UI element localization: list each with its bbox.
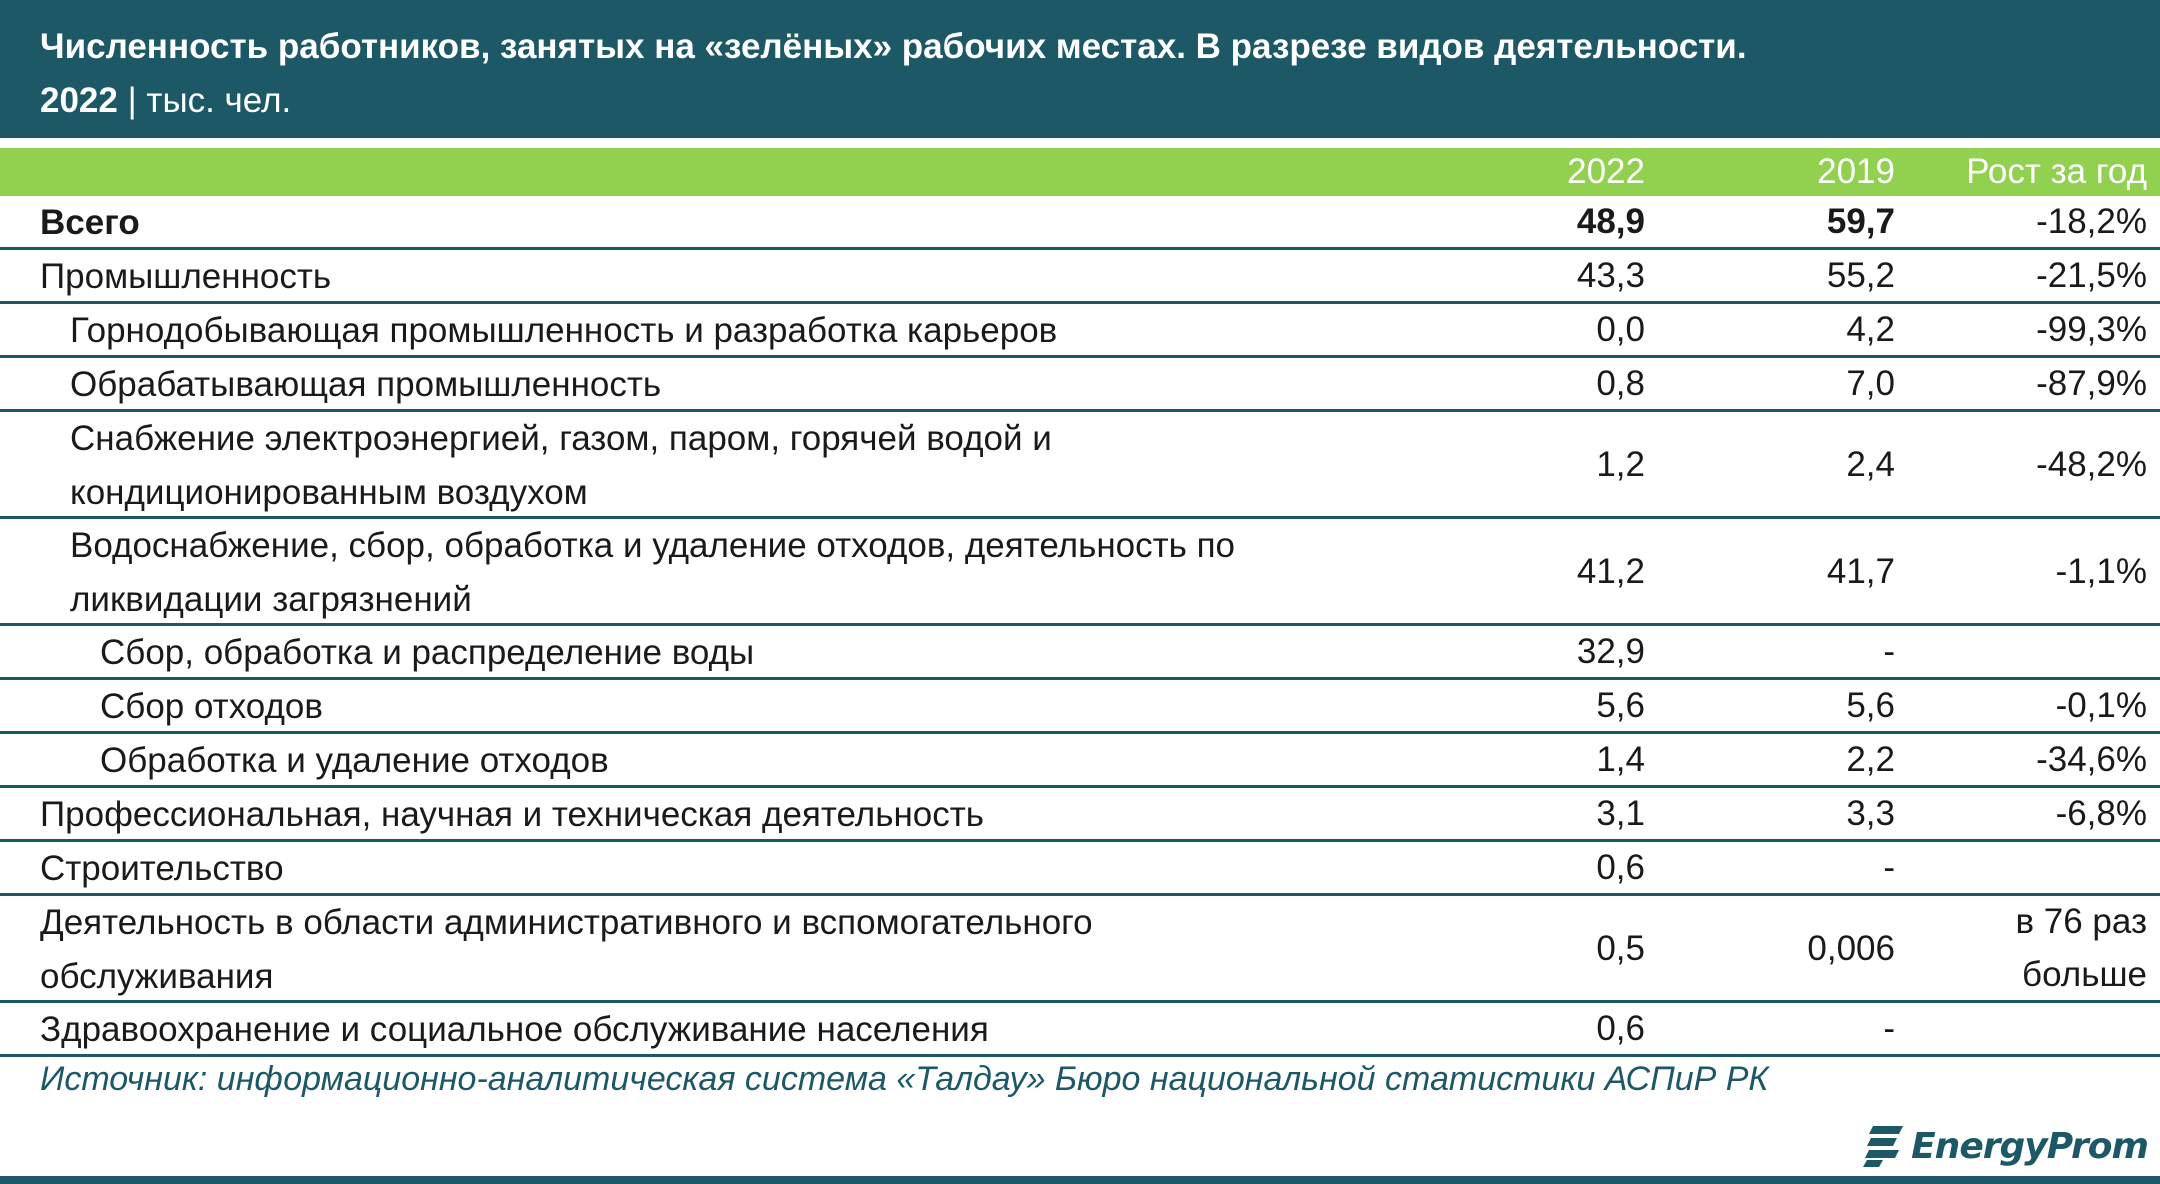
row-label: Профессиональная, научная и техническая … bbox=[40, 795, 985, 834]
energyprom-logo-icon bbox=[1863, 1126, 1904, 1167]
cell-2019: 0,006 bbox=[1807, 928, 1895, 968]
cell-growth: -21,5% bbox=[2036, 256, 2147, 295]
cell-2022: 32,9 bbox=[1576, 632, 1645, 671]
cell-2019: 5,6 bbox=[1846, 686, 1895, 725]
row-label: Обрабатывающая промышленность bbox=[70, 365, 662, 404]
cell-2019: - bbox=[1883, 848, 1895, 887]
title-unit: | тыс. чел. bbox=[117, 81, 292, 120]
table-subtitle: 2022 | тыс. чел. bbox=[40, 74, 2160, 128]
cell-growth: -87,9% bbox=[2036, 364, 2147, 403]
cell-2019: - bbox=[1883, 632, 1895, 671]
row-label: Сбор, обработка и распределение воды bbox=[100, 633, 755, 672]
cell-growth: -34,6% bbox=[2036, 740, 2147, 779]
cell-2019: 3,3 bbox=[1846, 794, 1895, 833]
cell-growth: -6,8% bbox=[2055, 794, 2147, 833]
table-row: Горнодобывающая промышленность и разрабо… bbox=[0, 304, 2160, 358]
cell-2019: 55,2 bbox=[1826, 256, 1895, 295]
table-row: Деятельность в области административного… bbox=[0, 896, 2160, 1003]
cell-growth: в 76 раз больше bbox=[2015, 902, 2147, 994]
table-row: Водоснабжение, сбор, обработка и удалени… bbox=[0, 519, 2160, 626]
row-label: Снабжение электроэнергией, газом, паром,… bbox=[70, 419, 1052, 512]
column-header-growth: Рост за год bbox=[1966, 152, 2147, 191]
cell-2022: 0,0 bbox=[1596, 310, 1645, 349]
cell-2022: 41,2 bbox=[1576, 551, 1645, 591]
cell-2019: 41,7 bbox=[1826, 551, 1895, 591]
column-header-2022: 2022 bbox=[1567, 152, 1645, 191]
table-row: Обрабатывающая промышленность 0,8 7,0 -8… bbox=[0, 358, 2160, 412]
table-title: Численность работников, занятых на «зелё… bbox=[40, 27, 1747, 66]
cell-2019: 2,2 bbox=[1846, 740, 1895, 779]
row-label: Сбор отходов bbox=[100, 687, 323, 726]
cell-growth: -0,1% bbox=[2055, 686, 2147, 725]
source-note: Источник: информационно-аналитическая си… bbox=[40, 1060, 1769, 1098]
cell-2019: - bbox=[1883, 1009, 1895, 1048]
table-row: Промышленность 43,3 55,2 -21,5% bbox=[0, 250, 2160, 304]
column-header-2019: 2019 bbox=[1817, 152, 1895, 191]
cell-2022: 0,5 bbox=[1596, 928, 1645, 968]
cell-growth bbox=[1900, 626, 2147, 677]
energyprom-logo: EnergyProm bbox=[1863, 1118, 2149, 1174]
row-label: Деятельность в области административного… bbox=[40, 903, 1093, 996]
table-row: Сбор, обработка и распределение воды 32,… bbox=[0, 626, 2160, 680]
cell-2022: 1,4 bbox=[1596, 740, 1645, 779]
row-label: Строительство bbox=[40, 849, 284, 888]
cell-2019: 7,0 bbox=[1846, 364, 1895, 403]
row-label: Здравоохранение и социальное обслуживани… bbox=[40, 1010, 989, 1049]
table-row: Сбор отходов 5,6 5,6 -0,1% bbox=[0, 680, 2160, 734]
table-body: Всего 48,9 59,7 -18,2% Промышленность 43… bbox=[0, 196, 2160, 1057]
energyprom-logo-text: EnergyProm bbox=[1911, 1125, 2149, 1167]
cell-2022: 0,6 bbox=[1596, 1009, 1645, 1048]
row-label: Промышленность bbox=[40, 257, 332, 296]
cell-2022: 0,8 bbox=[1596, 364, 1645, 403]
table-row: Снабжение электроэнергией, газом, паром,… bbox=[0, 412, 2160, 519]
cell-2022: 1,2 bbox=[1596, 444, 1645, 484]
cell-growth: -99,3% bbox=[2036, 310, 2147, 349]
cell-2019: 2,4 bbox=[1846, 444, 1895, 484]
table-row: Всего 48,9 59,7 -18,2% bbox=[0, 196, 2160, 250]
cell-2022: 3,1 bbox=[1596, 794, 1645, 833]
row-label: Водоснабжение, сбор, обработка и удалени… bbox=[70, 526, 1236, 619]
title-bar: Численность работников, занятых на «зелё… bbox=[0, 0, 2160, 138]
row-label: Обработка и удаление отходов bbox=[100, 741, 609, 780]
table-row: Строительство 0,6 - bbox=[0, 842, 2160, 896]
title-year: 2022 bbox=[40, 81, 118, 120]
table-row: Профессиональная, научная и техническая … bbox=[0, 788, 2160, 842]
table-row: Здравоохранение и социальное обслуживани… bbox=[0, 1003, 2160, 1057]
column-header-row: 2022 2019 Рост за год bbox=[0, 148, 2160, 196]
cell-2022: 48,9 bbox=[1576, 202, 1645, 241]
cell-2019: 59,7 bbox=[1826, 202, 1895, 241]
row-label: Горнодобывающая промышленность и разрабо… bbox=[70, 311, 1058, 350]
cell-2022: 0,6 bbox=[1596, 848, 1645, 887]
cell-growth: -1,1% bbox=[2055, 551, 2147, 591]
cell-growth bbox=[1900, 1003, 2147, 1054]
cell-2019: 4,2 bbox=[1846, 310, 1895, 349]
cell-2022: 5,6 bbox=[1596, 686, 1645, 725]
cell-growth: -48,2% bbox=[2036, 444, 2147, 484]
table-row: Обработка и удаление отходов 1,4 2,2 -34… bbox=[0, 734, 2160, 788]
row-label: Всего bbox=[40, 203, 140, 242]
cell-2022: 43,3 bbox=[1576, 256, 1645, 295]
bottom-rule bbox=[0, 1176, 2160, 1184]
cell-growth: -18,2% bbox=[2036, 202, 2147, 241]
cell-growth bbox=[1900, 842, 2147, 893]
